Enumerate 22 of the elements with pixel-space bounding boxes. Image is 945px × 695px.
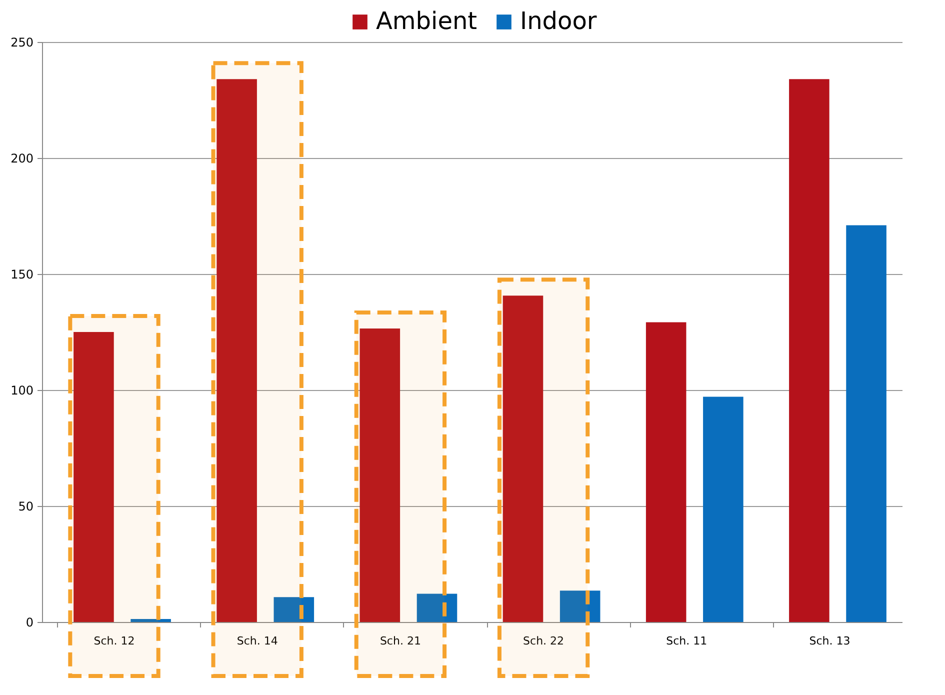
y-tick-label: 0 [26,616,34,630]
bar [274,597,314,622]
bar [703,396,744,622]
y-tick-label: 50 [18,500,34,514]
y-tick-label: 200 [10,152,34,166]
y-tick-label: 250 [10,36,34,50]
legend-label: Indoor [520,7,597,35]
x-tick-label: Sch. 11 [666,634,708,648]
bar [846,225,886,622]
x-tick-label: Sch. 14 [236,634,278,648]
bar [646,322,686,622]
y-tick-label: 100 [10,384,34,398]
bar [416,594,458,622]
x-tick-label: Sch. 12 [94,634,135,648]
x-tick-label: Sch. 13 [809,634,850,648]
x-tick-label: Sch. 22 [523,634,564,648]
y-tick-label: 150 [10,268,34,282]
legend-label: Ambient [376,7,478,35]
bar [789,79,830,622]
bar [560,590,600,622]
x-tick-label: Sch. 21 [380,634,421,648]
bar [130,618,171,622]
